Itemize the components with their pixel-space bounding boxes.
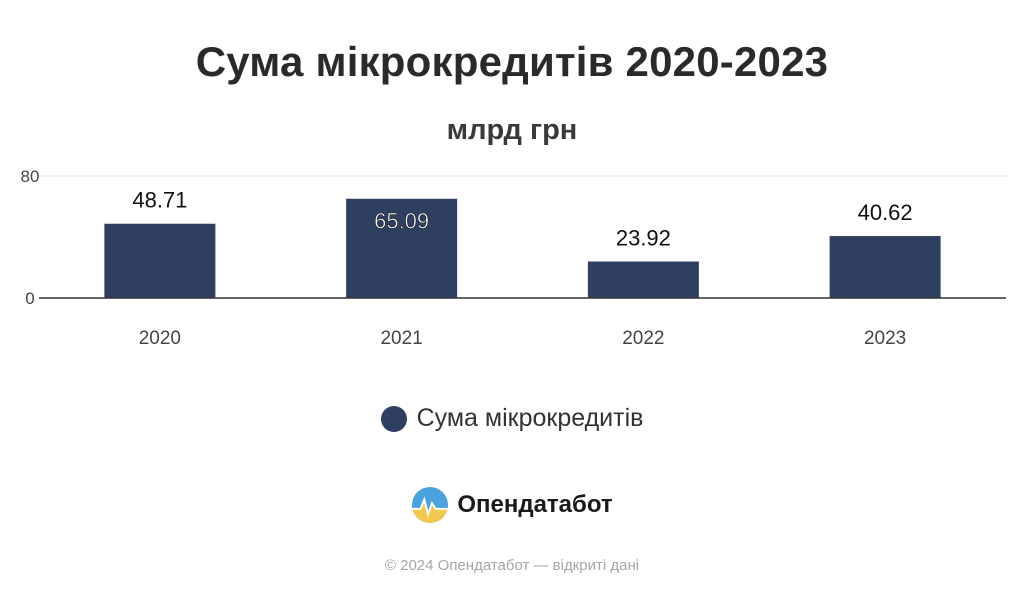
- x-tick-label: 2020: [139, 328, 181, 349]
- bar-chart: 0 80 48.71 2020 65.09 2021 23.92 2022 40.62 2023: [21, 167, 1006, 349]
- legend-marker: [380, 405, 407, 432]
- brand-name: Опендатабот: [457, 491, 613, 518]
- data-label: 23.92: [616, 226, 671, 251]
- data-label: 65.09: [374, 209, 429, 234]
- opendatabot-logo-icon: [412, 486, 449, 524]
- legend-label: Сума мікрокредитів: [416, 404, 644, 432]
- chart-legend[interactable]: Сума мікрокредитів: [0, 404, 1024, 433]
- bar: [104, 223, 216, 298]
- brand: Опендатабот: [0, 486, 1024, 524]
- x-tick-label: 2021: [380, 328, 422, 349]
- footer-copyright: © 2024 Опендатабот — відкриті дані: [384, 557, 640, 574]
- data-label: 40.62: [858, 200, 913, 225]
- chart-subtitle: млрд грн: [446, 114, 578, 146]
- bar: [829, 236, 941, 298]
- bar: [587, 261, 699, 298]
- x-tick-label: 2022: [622, 328, 664, 349]
- y-tick-label: 80: [21, 167, 40, 186]
- bar: [346, 198, 458, 298]
- x-tick-label: 2023: [864, 328, 906, 349]
- chart-title: Сума мікрокредитів 2020-2023: [195, 38, 829, 85]
- y-tick-label: 0: [25, 289, 34, 308]
- data-label: 48.71: [132, 188, 187, 213]
